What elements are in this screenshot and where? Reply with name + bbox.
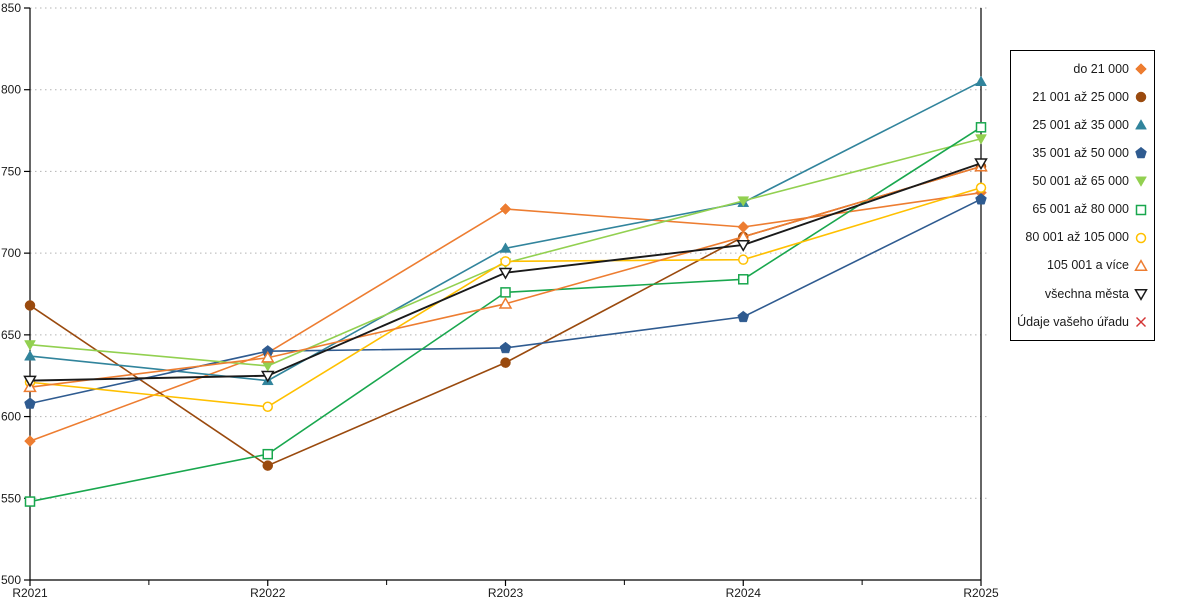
- legend-item-label: 21 001 až 25 000: [1032, 89, 1129, 104]
- triangle-down-marker-icon: [737, 196, 750, 207]
- legend-item: 65 001 až 80 000: [1011, 198, 1154, 222]
- y-tick-label: 650: [1, 328, 21, 342]
- legend-marker: [1135, 204, 1147, 215]
- legend-item: 21 001 až 25 000: [1011, 85, 1154, 109]
- legend-item-label: do 21 000: [1073, 61, 1129, 76]
- x-tick-label: R2025: [963, 586, 999, 600]
- square-marker-icon: [262, 448, 273, 460]
- triangle-down-marker-icon: [974, 158, 988, 171]
- circle-marker-icon: [738, 254, 749, 265]
- circle-marker-icon: [24, 300, 36, 311]
- y-tick-label: 700: [1, 246, 21, 260]
- legend-item: 35 001 až 50 000: [1011, 141, 1154, 165]
- square-marker-icon: [1135, 204, 1147, 215]
- legend-marker: [1135, 119, 1147, 130]
- triangle-up-marker-icon: [260, 350, 275, 363]
- square-marker-icon: [500, 287, 511, 298]
- square-marker-icon: [24, 496, 36, 507]
- y-tick-label: 500: [1, 573, 21, 587]
- legend-item: do 21 000: [1011, 57, 1154, 81]
- pentagon-marker-icon: [1135, 147, 1147, 159]
- legend-item-label: 105 001 a více: [1046, 258, 1129, 273]
- triangle-down-marker-icon: [975, 134, 987, 145]
- legend-item-label: 50 001 až 65 000: [1032, 174, 1129, 189]
- triangle-up-marker-icon: [498, 296, 513, 309]
- triangle-down-marker-icon: [260, 370, 275, 383]
- legend-item-label: všechna města: [1044, 286, 1129, 301]
- x-marker-icon: [1136, 316, 1146, 327]
- triangle-down-marker-icon: [1134, 288, 1148, 301]
- legend-item: všechna města: [1011, 282, 1154, 306]
- x-tick-label: R2021: [12, 586, 48, 600]
- triangle-up-marker-icon: [1134, 258, 1148, 271]
- legend-item-label: 25 001 až 35 000: [1032, 117, 1129, 132]
- legend-marker: [1136, 316, 1146, 327]
- legend: do 21 000 21 001 až 25 000 25 001 až 35 00…: [1010, 50, 1155, 341]
- triangle-down-marker-icon: [1135, 176, 1147, 188]
- legend-item: Údaje vašeho úřadu: [1011, 310, 1154, 334]
- legend-item: 80 001 až 105 000: [1011, 226, 1154, 250]
- series-line: [29, 191, 982, 442]
- pentagon-marker-icon: [24, 397, 36, 409]
- triangle-down-marker-icon: [498, 267, 513, 280]
- legend-item: 105 001 a více: [1011, 254, 1154, 278]
- square-marker-icon: [975, 122, 987, 133]
- y-tick-label: 550: [1, 491, 21, 505]
- series-80-001-až-105-000: [24, 182, 987, 413]
- legend-item: 50 001 až 65 000: [1011, 169, 1154, 193]
- series-35-001-až-50-000: [24, 193, 987, 409]
- y-tick-label: 600: [1, 410, 21, 424]
- series-do-21-000: [24, 186, 987, 447]
- circle-marker-icon: [262, 460, 273, 471]
- circle-marker-icon: [500, 357, 511, 368]
- pentagon-marker-icon: [737, 310, 750, 323]
- series-line: [29, 126, 982, 503]
- legend-marker: [1134, 288, 1148, 301]
- legend-marker: [1135, 147, 1147, 159]
- pentagon-marker-icon: [499, 341, 512, 354]
- y-tick-label: 850: [1, 1, 21, 15]
- series-65-001-až-80-000: [24, 122, 987, 507]
- legend-item-label: 65 001 až 80 000: [1032, 202, 1129, 217]
- legend-marker: [1135, 176, 1147, 188]
- circle-marker-icon: [262, 401, 273, 413]
- legend-item-label: 35 001 až 50 000: [1032, 146, 1129, 161]
- diamond-marker-icon: [1135, 63, 1147, 75]
- circle-marker-icon: [1135, 91, 1147, 103]
- triangle-up-marker-icon: [24, 350, 36, 361]
- x-tick-label: R2022: [250, 586, 286, 600]
- legend-item: 25 001 až 35 000: [1011, 113, 1154, 137]
- triangle-down-marker-icon: [24, 340, 36, 351]
- x-tick-label: R2023: [488, 586, 524, 600]
- legend-marker: [1135, 63, 1147, 75]
- series-všechna-města: [23, 158, 988, 388]
- triangle-down-marker-icon: [736, 240, 751, 252]
- legend-marker: [1135, 232, 1147, 243]
- circle-marker-icon: [500, 256, 511, 267]
- triangle-up-marker-icon: [499, 242, 512, 253]
- y-tick-label: 800: [1, 83, 21, 97]
- legend-item-label: 80 001 až 105 000: [1025, 230, 1129, 245]
- circle-marker-icon: [975, 182, 987, 194]
- pentagon-marker-icon: [975, 193, 987, 205]
- diamond-marker-icon: [499, 203, 512, 215]
- circle-marker-icon: [1135, 232, 1147, 243]
- triangle-up-marker-icon: [975, 75, 987, 86]
- series-105-001-a-více: [23, 159, 988, 393]
- triangle-up-marker-icon: [1135, 119, 1147, 130]
- y-tick-label: 750: [1, 164, 21, 178]
- triangle-down-marker-icon: [23, 375, 37, 388]
- legend-item-label: Údaje vašeho úřadu: [1017, 314, 1129, 329]
- diamond-marker-icon: [24, 435, 36, 447]
- square-marker-icon: [738, 274, 749, 285]
- x-tick-label: R2024: [726, 586, 762, 600]
- triangle-down-marker-icon: [261, 361, 274, 372]
- legend-marker: [1134, 258, 1148, 271]
- legend-marker: [1135, 91, 1147, 103]
